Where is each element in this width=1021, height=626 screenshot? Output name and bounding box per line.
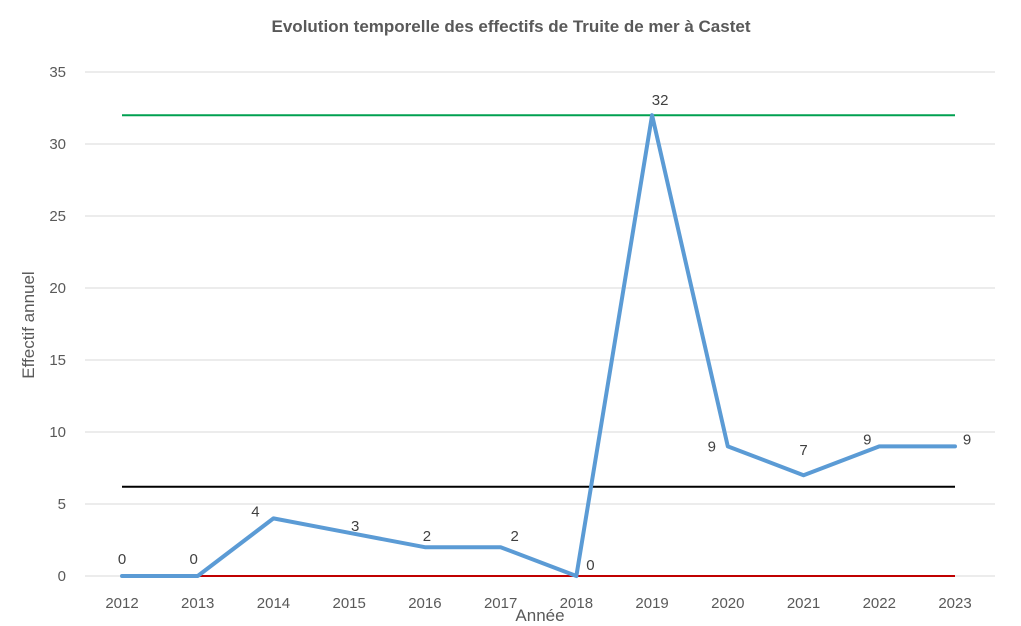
data-point [423,545,427,549]
data-point [877,444,881,448]
x-tick-label: 2023 [938,595,971,612]
gridlines [85,71,995,577]
data-point [120,574,124,578]
y-axis-label: Effectif annuel [19,271,38,378]
y-tick-label: 10 [49,424,66,441]
x-axis-label: Année [515,606,564,625]
x-tick-label: 2015 [332,595,365,612]
data-point [271,516,275,520]
data-label: 7 [799,442,807,459]
x-axis-ticks: 2012 2013 2014 2015 2016 2017 2018 2019 2020 2021… [105,595,971,612]
data-label: 0 [586,557,594,574]
chart-title: Evolution temporelle des effectifs de Tr… [272,17,751,36]
data-label: 9 [708,438,716,455]
y-tick-label: 5 [58,496,66,513]
x-tick-label: 2018 [560,595,593,612]
y-tick-label: 15 [49,352,66,369]
y-tick-label: 0 [58,568,66,585]
data-point [499,545,503,549]
series-line [120,113,957,578]
data-point [650,113,654,117]
y-tick-label: 35 [49,64,66,81]
series-group [120,113,957,578]
data-label: 3 [351,518,359,535]
data-label: 4 [251,503,259,520]
reference-lines [122,114,955,577]
x-tick-label: 2019 [635,595,668,612]
data-point [574,574,578,578]
data-point [802,473,806,477]
x-tick-label: 2016 [408,595,441,612]
data-label: 2 [423,528,431,545]
x-tick-label: 2020 [711,595,744,612]
x-tick-label: 2022 [863,595,896,612]
y-axis-ticks: 0 5 10 15 20 25 30 35 [49,64,66,585]
data-label: 9 [863,431,871,448]
data-label: 0 [118,551,126,568]
data-point [726,444,730,448]
data-label: 32 [652,92,669,109]
data-label: 0 [190,551,198,568]
x-tick-label: 2012 [105,595,138,612]
data-label: 2 [510,528,518,545]
x-tick-label: 2013 [181,595,214,612]
x-tick-label: 2021 [787,595,820,612]
data-point [953,444,957,448]
y-tick-label: 20 [49,280,66,297]
x-tick-label: 2014 [257,595,290,612]
data-label: 9 [963,431,971,448]
data-point [196,574,200,578]
data-point [347,531,351,535]
y-tick-label: 25 [49,208,66,225]
y-tick-label: 30 [49,136,66,153]
x-tick-label: 2017 [484,595,517,612]
